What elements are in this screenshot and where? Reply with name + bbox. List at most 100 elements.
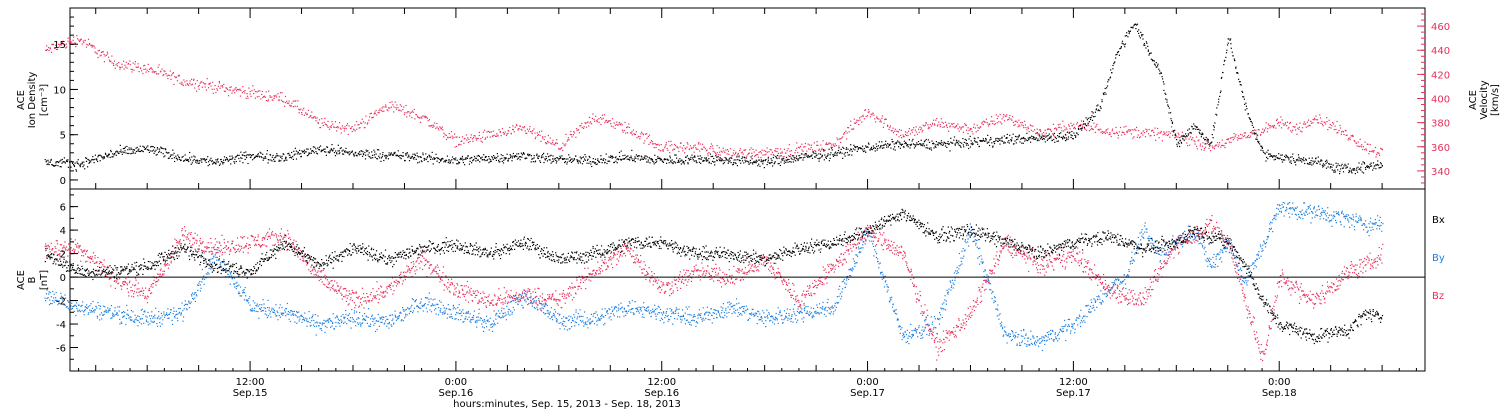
- data-point: [515, 301, 517, 303]
- data-point: [266, 150, 268, 152]
- data-point: [379, 108, 381, 110]
- data-point: [48, 291, 50, 293]
- data-point: [1245, 105, 1247, 107]
- data-point: [60, 295, 62, 297]
- data-point: [284, 159, 286, 161]
- data-point: [904, 134, 907, 136]
- data-point: [280, 312, 282, 314]
- data-point: [1324, 121, 1326, 123]
- data-point: [119, 68, 121, 70]
- data-point: [1360, 169, 1362, 171]
- data-point: [1015, 139, 1018, 141]
- data-point: [603, 158, 605, 160]
- data-point: [353, 155, 355, 157]
- data-point: [1039, 129, 1041, 131]
- data-point: [209, 261, 211, 263]
- data-point: [550, 162, 552, 164]
- data-point: [434, 304, 436, 306]
- data-point: [1116, 53, 1118, 55]
- data-point: [1265, 160, 1267, 162]
- data-point: [332, 149, 334, 151]
- data-point: [583, 126, 585, 128]
- data-point: [1201, 145, 1204, 147]
- data-point: [1064, 133, 1067, 136]
- data-point: [476, 138, 478, 140]
- data-point: [1232, 55, 1234, 57]
- data-point: [257, 305, 259, 307]
- data-point: [1193, 123, 1195, 125]
- data-point: [114, 310, 116, 312]
- data-point: [1339, 170, 1341, 173]
- data-point: [1178, 134, 1180, 136]
- data-point: [400, 154, 402, 156]
- data-point: [539, 308, 541, 310]
- data-point: [503, 308, 505, 310]
- data-point: [430, 125, 432, 127]
- data-point: [1000, 121, 1002, 123]
- data-point: [1074, 126, 1076, 128]
- data-point: [647, 159, 649, 161]
- data-point: [130, 147, 132, 149]
- data-point: [46, 45, 48, 47]
- data-point: [1028, 131, 1030, 133]
- data-point: [1227, 139, 1229, 141]
- data-point: [844, 155, 846, 157]
- data-point: [252, 300, 254, 302]
- data-point: [416, 115, 419, 117]
- data-point: [1146, 129, 1148, 131]
- data-point: [1324, 164, 1326, 166]
- data-point: [692, 157, 694, 159]
- data-point: [511, 157, 514, 159]
- data-point: [303, 114, 305, 116]
- data-point: [265, 100, 267, 102]
- data-point: [447, 137, 449, 139]
- data-point: [862, 114, 864, 116]
- data-point: [689, 148, 691, 150]
- data-point: [1329, 124, 1331, 126]
- data-point: [46, 160, 48, 162]
- data-point: [325, 124, 327, 126]
- data-point: [559, 313, 561, 315]
- data-point: [736, 156, 738, 158]
- data-point: [783, 155, 785, 158]
- data-point: [846, 151, 848, 154]
- data-point: [335, 126, 338, 128]
- data-point: [420, 298, 422, 300]
- data-point: [194, 156, 196, 158]
- data-point: [53, 297, 55, 299]
- data-point: [867, 146, 869, 148]
- data-point: [388, 154, 390, 156]
- data-point: [347, 152, 349, 154]
- data-point: [551, 316, 553, 318]
- data-point: [1188, 128, 1190, 130]
- data-point: [379, 317, 381, 319]
- data-point: [108, 59, 111, 61]
- data-point: [135, 147, 137, 149]
- data-point: [408, 111, 410, 113]
- data-point: [235, 87, 237, 89]
- data-point: [205, 83, 207, 85]
- data-point: [251, 154, 253, 156]
- data-point: [546, 310, 548, 312]
- data-point: [565, 325, 567, 327]
- data-point: [228, 95, 230, 97]
- data-point: [1180, 142, 1183, 144]
- data-point: [281, 92, 283, 94]
- data-point: [140, 323, 142, 325]
- data-point: [649, 162, 651, 164]
- data-point: [164, 316, 166, 318]
- data-point: [694, 155, 696, 157]
- data-point: [493, 155, 495, 157]
- data-point: [383, 323, 385, 325]
- data-point: [542, 136, 544, 138]
- data-point: [62, 296, 64, 298]
- data-point: [261, 156, 263, 159]
- data-point: [340, 322, 343, 324]
- data-point: [1043, 137, 1045, 140]
- data-point: [1242, 96, 1244, 98]
- data-point: [488, 158, 490, 160]
- data-point: [1101, 99, 1103, 101]
- data-point: [167, 77, 169, 80]
- data-point: [749, 162, 751, 164]
- data-point: [142, 145, 144, 147]
